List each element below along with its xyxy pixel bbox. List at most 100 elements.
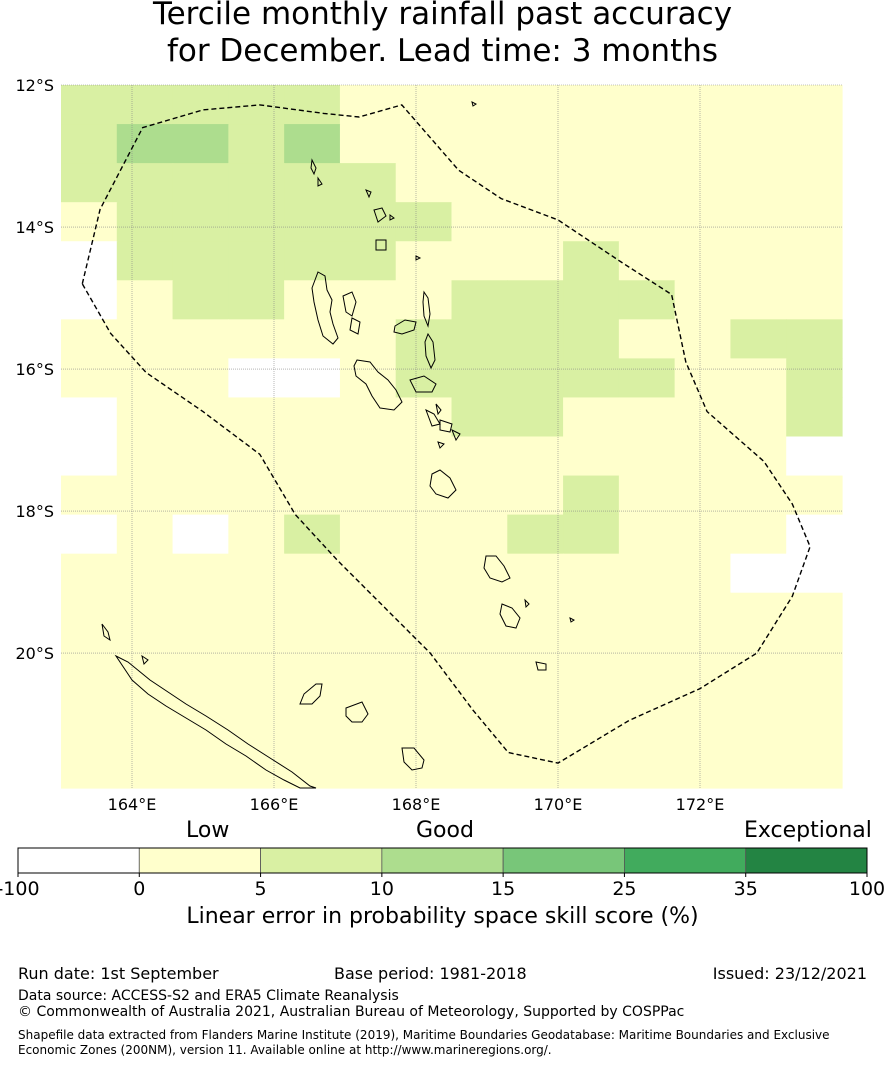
grid-cell (116, 436, 174, 477)
grid-cell (116, 397, 174, 438)
grid-cell (172, 358, 229, 399)
grid-cell (563, 514, 620, 555)
grid-cell (618, 397, 676, 438)
colorbar-tick-labels: -100 0 5 10 15 25 35 100 (0, 873, 885, 900)
grid-cell (61, 163, 118, 203)
grid-cell (116, 85, 174, 125)
island-outline (471, 101, 477, 107)
grid-cell (228, 514, 285, 555)
grid-cell (786, 358, 843, 399)
grid-cell (116, 670, 174, 711)
latitude-label: 16°S (15, 360, 54, 379)
issued-date: Issued: 23/12/2021 (712, 964, 867, 983)
grid-cell (284, 709, 341, 750)
grid-cell (228, 319, 285, 359)
grid-cell (451, 553, 508, 594)
grid-cell (116, 631, 174, 672)
grid-cell (730, 631, 787, 672)
grid-cell (451, 397, 508, 438)
grid-cell (730, 202, 787, 242)
grid-cell (61, 475, 118, 516)
grid-cell (284, 514, 341, 555)
title-line-1: Tercile monthly rainfall past accuracy (152, 0, 733, 32)
colorbar-bin (260, 847, 383, 874)
grid-cell (395, 592, 453, 633)
grid-cell (674, 631, 732, 672)
grid-cell (507, 514, 564, 555)
island-outline (299, 683, 323, 705)
colorbar-bin (624, 847, 747, 874)
grid-cell (116, 124, 174, 164)
grid-cell (730, 319, 787, 359)
grid-cell (674, 163, 732, 203)
colorbar-bin (745, 847, 868, 874)
grid-cell (228, 241, 285, 281)
grid-cell (228, 553, 285, 594)
grid-cell (339, 202, 397, 242)
colorbar-frame (17, 847, 868, 874)
grid-cell (61, 514, 118, 555)
grid-cell (451, 748, 508, 789)
colorbar-bin (502, 847, 625, 874)
grid-cell (786, 436, 843, 477)
grid-cell (730, 514, 787, 555)
grid-cell (284, 631, 341, 672)
grid-cell (228, 748, 285, 789)
island-outline (373, 207, 387, 223)
grid-cell (563, 358, 620, 399)
colorbar-bin (17, 847, 140, 874)
grid-cell (730, 592, 787, 633)
shapefile-credit-line-1: Shapefile data extracted from Flanders M… (18, 1028, 830, 1042)
grid-cell (451, 475, 508, 516)
grid-cell (172, 592, 229, 633)
grid-cell (172, 241, 229, 281)
grid-cell (674, 124, 732, 164)
grid-cell (284, 124, 341, 164)
cbar-word-exceptional: Exceptional (744, 818, 872, 843)
island-outline (317, 176, 323, 187)
island-outline (437, 441, 445, 449)
longitude-label: 168°E (392, 795, 441, 814)
island-outline (415, 255, 422, 261)
grid-cell (563, 670, 620, 711)
island-outline (429, 469, 457, 499)
grid-cell (730, 748, 787, 789)
grid-cell (674, 670, 732, 711)
grid-cell (172, 748, 229, 789)
grid-cell (674, 475, 732, 516)
grid-cell (618, 592, 676, 633)
grid-cell (451, 163, 508, 203)
grid-cell (674, 553, 732, 594)
grid-cell (563, 124, 620, 164)
grid-cell (730, 397, 787, 438)
grid-cell (284, 748, 341, 789)
grid-cell (507, 280, 564, 320)
run-date: Run date: 1st September (18, 964, 219, 983)
island-outline (451, 428, 461, 442)
island-outline (349, 317, 361, 335)
grid-cell (451, 709, 508, 750)
colorbar-tick-label: 15 (491, 878, 515, 900)
grid-cell (228, 358, 285, 399)
grid-cell (730, 358, 787, 399)
grid-cell (228, 631, 285, 672)
grid-cell (172, 553, 229, 594)
grid-cell (786, 553, 843, 594)
grid-cell (228, 592, 285, 633)
grid-cell (339, 553, 397, 594)
grid-cell (395, 670, 453, 711)
grid-cell (61, 592, 118, 633)
grid-cell (674, 241, 732, 281)
grid-cell (339, 670, 397, 711)
island-outline (101, 623, 111, 642)
grid-cell (284, 397, 341, 438)
skill-grid-cells (61, 85, 843, 789)
island-outline (393, 319, 417, 335)
grid-cell (395, 241, 453, 281)
grid-cell (786, 514, 843, 555)
grid-cell (116, 358, 174, 399)
grid-cell (116, 475, 174, 516)
island-outline (375, 239, 387, 251)
island-outline (114, 654, 317, 789)
grid-cell (339, 241, 397, 281)
